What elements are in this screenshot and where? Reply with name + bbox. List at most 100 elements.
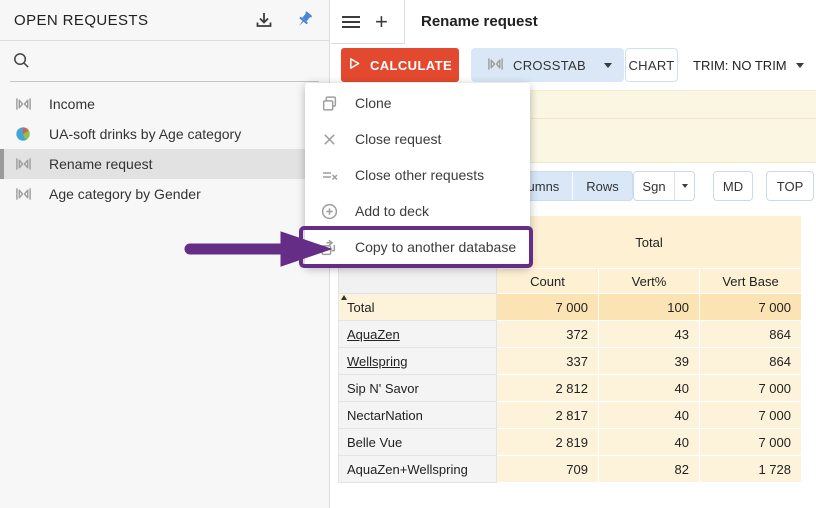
data-cell: 82 bbox=[598, 455, 700, 483]
data-cell: 40 bbox=[598, 401, 700, 429]
data-cell: 7 000 bbox=[699, 374, 802, 402]
tab-controls: + bbox=[331, 0, 405, 44]
add-deck-icon bbox=[320, 202, 338, 220]
rows-toggle-button[interactable]: Rows bbox=[572, 172, 632, 200]
panel-title: OPEN REQUESTS bbox=[14, 11, 149, 29]
column-header[interactable]: Vert Base bbox=[699, 268, 802, 294]
menu-item-close-other-requests[interactable]: Close other requests bbox=[305, 157, 530, 193]
crosstab-table: Total Count Vert% Vert Base Total 7 000 100 7… bbox=[338, 215, 802, 483]
crosstab-label: CROSSTAB bbox=[513, 57, 586, 73]
sidebar-item-label: UA-soft drinks by Age category bbox=[49, 126, 242, 142]
calculate-label: CALCULATE bbox=[369, 57, 453, 73]
data-cell: 864 bbox=[699, 347, 802, 375]
row-label: AquaZen+Wellspring bbox=[338, 455, 497, 483]
menu-item-copy-to-another-database[interactable]: Copy to another database bbox=[305, 229, 530, 265]
md-button[interactable]: MD bbox=[713, 171, 753, 201]
main-area: + Rename request CALCULATE CROSSTAB CHAR… bbox=[331, 0, 816, 508]
data-cell: 2 817 bbox=[496, 401, 599, 429]
data-cell: 2 819 bbox=[496, 428, 599, 456]
sidebar-item-label: Age category by Gender bbox=[49, 186, 201, 202]
table-row: Belle Vue 2 819 40 7 000 bbox=[338, 428, 802, 456]
data-cell: 1 728 bbox=[699, 455, 802, 483]
sidebar-item-age-category-by-gender[interactable]: Age category by Gender bbox=[0, 179, 329, 209]
data-cell: 39 bbox=[598, 347, 700, 375]
data-cell: 40 bbox=[598, 374, 700, 402]
data-cell: 7 000 bbox=[699, 293, 802, 321]
row-label: Total bbox=[338, 293, 497, 321]
data-cell: 337 bbox=[496, 347, 599, 375]
chevron-down-icon bbox=[795, 62, 804, 68]
table-column-headers: Count Vert% Vert Base bbox=[339, 268, 802, 294]
clone-icon bbox=[320, 94, 338, 112]
open-requests-panel: OPEN REQUESTS bbox=[0, 0, 330, 508]
menu-item-label: Add to deck bbox=[355, 203, 429, 219]
sgn-dropdown-button[interactable]: Sgn bbox=[633, 171, 695, 201]
chart-button[interactable]: CHART bbox=[625, 48, 678, 82]
sidebar-item-ua-soft-drinks-by-age-category[interactable]: UA-soft drinks by Age category bbox=[0, 119, 329, 149]
menu-item-label: Close other requests bbox=[355, 167, 485, 183]
row-label: Belle Vue bbox=[338, 428, 497, 456]
menu-item-label: Close request bbox=[355, 131, 442, 147]
close-icon bbox=[320, 130, 338, 148]
download-icon[interactable] bbox=[253, 9, 275, 31]
page-title: Rename request bbox=[421, 13, 538, 30]
sort-indicator-icon bbox=[341, 295, 347, 300]
pie-icon bbox=[14, 126, 32, 142]
table-row: Sip N' Savor 2 812 40 7 000 bbox=[338, 374, 802, 402]
menu-hamburger-icon[interactable] bbox=[342, 15, 360, 28]
sgn-label: Sgn bbox=[642, 178, 666, 194]
data-cell: 100 bbox=[598, 293, 700, 321]
table-group-header[interactable]: Total bbox=[496, 215, 802, 269]
trim-dropdown[interactable]: TRIM: NO TRIM bbox=[693, 48, 804, 82]
table-row: AquaZen 372 43 864 bbox=[338, 320, 802, 348]
menu-item-label: Copy to another database bbox=[355, 239, 517, 255]
play-icon bbox=[348, 57, 361, 73]
pin-icon[interactable] bbox=[293, 9, 315, 31]
menu-item-clone[interactable]: Clone bbox=[305, 85, 530, 121]
row-label[interactable]: AquaZen bbox=[338, 320, 497, 348]
chevron-down-icon bbox=[681, 184, 688, 188]
new-request-button[interactable]: + bbox=[375, 8, 388, 34]
top-button[interactable]: TOP bbox=[766, 171, 814, 201]
menu-item-label: Clone bbox=[355, 95, 392, 111]
crosstab-icon bbox=[14, 186, 32, 202]
sidebar-item-label: Income bbox=[49, 96, 95, 112]
column-header[interactable]: Count bbox=[496, 268, 599, 294]
data-cell: 7 000 bbox=[496, 293, 599, 321]
sidebar-item-rename-request[interactable]: Rename request bbox=[0, 149, 329, 179]
data-cell: 7 000 bbox=[699, 428, 802, 456]
data-cell: 40 bbox=[598, 428, 700, 456]
data-cell: 7 000 bbox=[699, 401, 802, 429]
menu-item-close-request[interactable]: Close request bbox=[305, 121, 530, 157]
data-cell: 372 bbox=[496, 320, 599, 348]
crosstab-button[interactable]: CROSSTAB bbox=[471, 48, 624, 82]
context-menu: Clone Close request Close other requests Ad… bbox=[305, 83, 530, 267]
row-label[interactable]: Wellspring bbox=[338, 347, 497, 375]
row-label: NectarNation bbox=[338, 401, 497, 429]
trim-label: TRIM: NO TRIM bbox=[693, 57, 787, 73]
chart-label: CHART bbox=[628, 57, 675, 73]
sidebar-item-label: Rename request bbox=[49, 156, 153, 172]
open-requests-list: Income UA-soft drinks by Age category Rena… bbox=[0, 89, 329, 209]
data-cell: 43 bbox=[598, 320, 700, 348]
menu-item-add-to-deck[interactable]: Add to deck bbox=[305, 193, 530, 229]
search-input[interactable] bbox=[10, 44, 319, 82]
table-row: Wellspring 337 39 864 bbox=[338, 347, 802, 375]
open-requests-header: OPEN REQUESTS bbox=[0, 0, 329, 41]
data-cell: 2 812 bbox=[496, 374, 599, 402]
data-cell: 864 bbox=[699, 320, 802, 348]
calculate-button[interactable]: CALCULATE bbox=[341, 48, 459, 82]
crosstab-icon bbox=[14, 156, 32, 172]
search-icon bbox=[12, 51, 31, 75]
close-other-icon bbox=[320, 166, 338, 184]
crosstab-icon bbox=[14, 96, 32, 112]
data-cell: 709 bbox=[496, 455, 599, 483]
sidebar-item-income[interactable]: Income bbox=[0, 89, 329, 119]
copy-db-icon bbox=[320, 238, 338, 256]
row-label: Sip N' Savor bbox=[338, 374, 497, 402]
table-row: NectarNation 2 817 40 7 000 bbox=[338, 401, 802, 429]
table-row: AquaZen+Wellspring 709 82 1 728 bbox=[338, 455, 802, 483]
table-row: Total 7 000 100 7 000 bbox=[338, 293, 802, 321]
column-header[interactable]: Vert% bbox=[598, 268, 700, 294]
